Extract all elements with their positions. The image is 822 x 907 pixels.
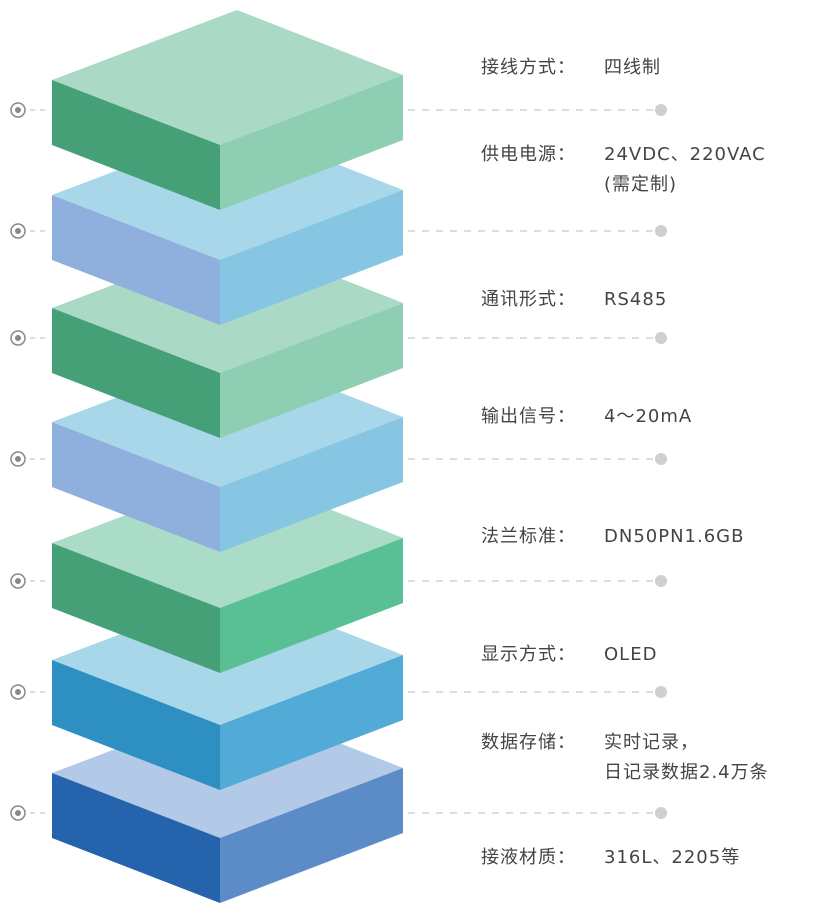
ring-dot xyxy=(15,689,21,695)
spec-value: (需定制) xyxy=(604,174,677,195)
spec-value: DN50PN1.6GB xyxy=(604,526,744,547)
ring-dot xyxy=(15,107,21,113)
spec-value: 日记录数据2.4万条 xyxy=(604,762,769,783)
spec-diagram: 接线方式： 四线制供电电源： 24VDC、220VAC (需定制) 通讯形式： RS485… xyxy=(0,0,822,903)
spec-label: 接线方式： xyxy=(481,57,576,78)
end-dot xyxy=(655,332,667,344)
ring-dot xyxy=(15,228,21,234)
spec-label: 输出信号： xyxy=(481,406,576,427)
spec-value: 四线制 xyxy=(604,57,661,78)
end-dot xyxy=(655,807,667,819)
spec-value: RS485 xyxy=(604,289,667,310)
end-dot xyxy=(655,575,667,587)
ring-dot xyxy=(15,578,21,584)
end-dot xyxy=(655,104,667,116)
spec-value: OLED xyxy=(604,644,657,665)
spec-label: 显示方式： xyxy=(481,644,576,665)
spec-label: 接液材质： xyxy=(481,847,576,868)
spec-value: 316L、2205等 xyxy=(604,847,740,868)
spec-value: 实时记录， xyxy=(604,732,699,753)
end-dot xyxy=(655,225,667,237)
end-dot xyxy=(655,686,667,698)
ring-dot xyxy=(15,335,21,341)
spec-label: 通讯形式： xyxy=(481,289,576,310)
ring-dot xyxy=(15,810,21,816)
spec-value: 24VDC、220VAC xyxy=(604,144,766,165)
end-dot xyxy=(655,453,667,465)
spec-value: 4～20mA xyxy=(604,406,692,427)
spec-label: 供电电源： xyxy=(481,144,576,165)
spec-label: 数据存储： xyxy=(481,732,576,753)
spec-label: 法兰标准： xyxy=(481,526,576,547)
ring-dot xyxy=(15,456,21,462)
